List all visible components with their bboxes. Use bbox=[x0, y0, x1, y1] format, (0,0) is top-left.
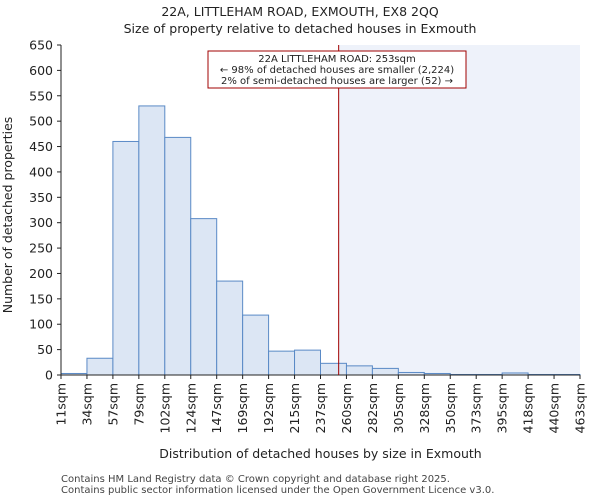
x-tick-label: 11sqm bbox=[54, 383, 69, 426]
annotation-line-1: 22A LITTLEHAM ROAD: 253sqm bbox=[258, 54, 415, 65]
y-tick-label: 250 bbox=[29, 241, 53, 256]
x-tick-label: 215sqm bbox=[287, 383, 302, 433]
bar-215sqm bbox=[294, 349, 321, 376]
y-tick-label: 650 bbox=[29, 38, 53, 53]
x-tick-label: 192sqm bbox=[261, 383, 276, 433]
footer-copyright: Contains HM Land Registry data © Crown c… bbox=[61, 474, 450, 485]
bar-57sqm bbox=[112, 140, 140, 376]
x-tick-label: 373sqm bbox=[469, 383, 484, 433]
y-tick-label: 450 bbox=[29, 139, 53, 154]
x-tick-label: 169sqm bbox=[235, 383, 250, 433]
annotation-line-3: 2% of semi-detached houses are larger (5… bbox=[221, 76, 453, 87]
x-tick-label: 282sqm bbox=[365, 383, 380, 433]
y-axis-label: Number of detached properties bbox=[0, 117, 15, 314]
y-tick-label: 600 bbox=[29, 63, 53, 78]
y-tick-label: 0 bbox=[45, 368, 53, 383]
bar-79sqm bbox=[138, 105, 166, 376]
bar-237sqm bbox=[320, 362, 347, 376]
x-tick-label: 34sqm bbox=[79, 383, 94, 426]
y-tick-label: 400 bbox=[29, 164, 53, 179]
bar-102sqm bbox=[164, 136, 192, 376]
x-tick-label: 124sqm bbox=[183, 383, 198, 433]
x-tick-label: 147sqm bbox=[209, 383, 224, 433]
annotation-frame bbox=[207, 50, 467, 89]
y-tick-label: 300 bbox=[29, 215, 53, 230]
bar-147sqm bbox=[216, 280, 244, 376]
larger-region-shade bbox=[338, 45, 580, 375]
y-tick-label: 50 bbox=[37, 342, 53, 357]
bar-124sqm bbox=[190, 218, 218, 376]
chart-title: 22A, LITTLEHAM ROAD, EXMOUTH, EX8 2QQ bbox=[161, 4, 439, 19]
x-tick-label: 305sqm bbox=[391, 383, 406, 433]
y-tick-label: 150 bbox=[29, 291, 53, 306]
x-tick-label: 463sqm bbox=[573, 383, 588, 433]
annotation-line-2: ← 98% of detached houses are smaller (2,… bbox=[220, 65, 454, 76]
x-tick-label: 260sqm bbox=[339, 383, 354, 433]
x-tick-label: 237sqm bbox=[313, 383, 328, 433]
bar-34sqm bbox=[86, 357, 114, 376]
x-tick-label: 350sqm bbox=[443, 383, 458, 433]
chart-subtitle: Size of property relative to detached ho… bbox=[123, 21, 477, 36]
bar-282sqm bbox=[371, 367, 399, 376]
y-tick-label: 350 bbox=[29, 190, 53, 205]
bar-192sqm bbox=[268, 350, 296, 376]
x-tick-label: 57sqm bbox=[105, 383, 120, 426]
x-tick-label: 102sqm bbox=[157, 383, 172, 433]
y-tick-label: 500 bbox=[29, 114, 53, 129]
x-tick-label: 328sqm bbox=[417, 383, 432, 433]
x-tick-label: 79sqm bbox=[131, 383, 146, 426]
x-tick-label: 395sqm bbox=[495, 383, 510, 433]
y-tick-label: 550 bbox=[29, 88, 53, 103]
footer-licence: Contains public sector information licen… bbox=[61, 485, 495, 496]
x-axis-label: Distribution of detached houses by size … bbox=[159, 446, 481, 461]
bar-169sqm bbox=[242, 314, 270, 376]
x-tick-label: 418sqm bbox=[521, 383, 536, 433]
y-tick-label: 100 bbox=[29, 317, 53, 332]
annotation-box: 22A LITTLEHAM ROAD: 253sqm ← 98% of deta… bbox=[207, 50, 467, 89]
y-tick-label: 200 bbox=[29, 266, 53, 281]
bar-260sqm bbox=[345, 365, 373, 376]
x-tick-label: 440sqm bbox=[547, 383, 562, 433]
